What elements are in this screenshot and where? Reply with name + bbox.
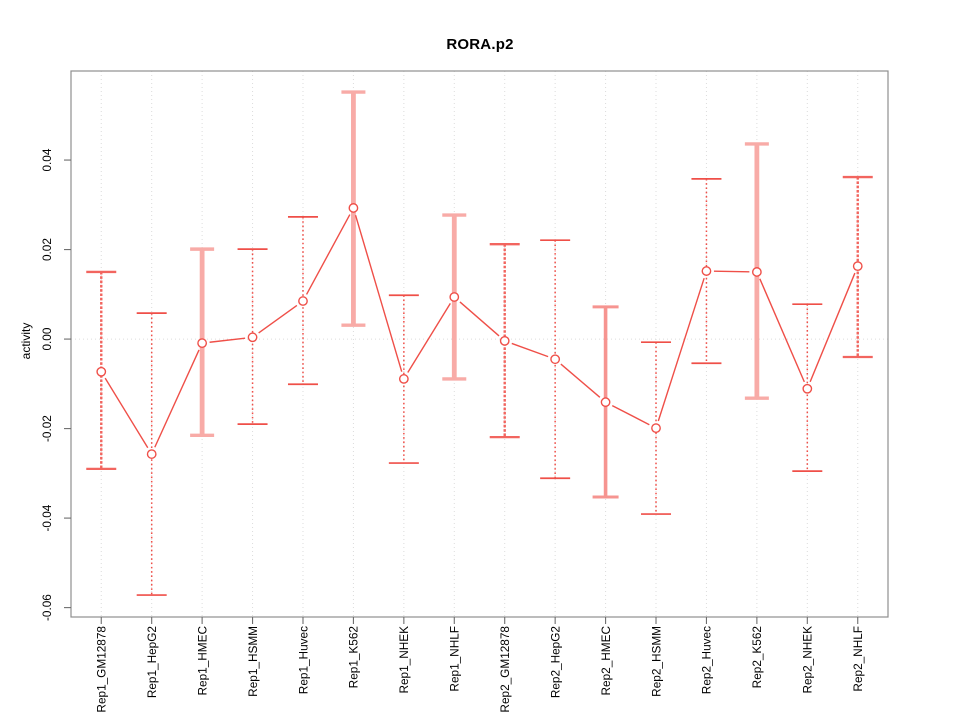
- x-tick-label-9: Rep2_HepG2: [548, 626, 562, 698]
- data-point-5: [348, 203, 359, 213]
- data-point-14: [802, 383, 813, 394]
- x-tick-label-14: Rep2_NHEK: [801, 626, 815, 694]
- x-tick-label-15: Rep2_NHLF: [851, 626, 865, 692]
- x-tick-label-5: Rep1_K562: [347, 626, 361, 688]
- y-tick-label-5: 0.04: [40, 148, 54, 171]
- series-segment-1: [154, 349, 200, 448]
- series-segment-7: [459, 301, 500, 337]
- x-tick-label-3: Rep1_HSMM: [246, 626, 260, 697]
- series-segment-6: [407, 303, 451, 373]
- series-segment-4: [305, 214, 351, 295]
- x-tick-label-13: Rep2_K562: [750, 626, 764, 688]
- data-point-8: [499, 335, 510, 346]
- series-segment-2: [209, 337, 246, 343]
- plot-box-border: [70, 70, 889, 618]
- x-tick-label-11: Rep2_HSMM: [649, 626, 663, 697]
- x-tick-label-8: Rep2_GM12878: [498, 626, 512, 713]
- data-point-6: [398, 374, 409, 384]
- data-point-3: [247, 332, 258, 343]
- data-point-9: [550, 354, 561, 365]
- series-segment-5: [354, 214, 403, 372]
- data-point-10: [600, 397, 611, 408]
- series-segment-0: [104, 377, 149, 449]
- data-point-11: [651, 423, 661, 434]
- y-tick-label-0: -0.06: [40, 594, 54, 621]
- x-tick-label-10: Rep2_HMEC: [599, 626, 613, 696]
- series-segment-13: [759, 278, 805, 383]
- series-segment-3: [258, 304, 298, 334]
- x-tick-label-12: Rep2_Huvec: [700, 626, 714, 694]
- x-tick-label-2: Rep1_HMEC: [195, 626, 209, 696]
- y-tick-label-1: -0.04: [40, 504, 54, 531]
- x-tick-label-7: Rep1_NHLF: [448, 626, 462, 692]
- data-point-1: [146, 449, 157, 459]
- series-segment-8: [511, 342, 549, 358]
- data-point-2: [197, 338, 208, 349]
- y-axis-label: activity: [19, 322, 33, 360]
- x-tick-label-4: Rep1_Huvec: [296, 626, 310, 694]
- y-tick-label-4: 0.02: [40, 238, 54, 261]
- x-tick-label-1: Rep1_HepG2: [145, 626, 159, 698]
- data-point-7: [449, 292, 460, 302]
- series-segment-11: [657, 277, 705, 422]
- series-segment-9: [560, 363, 601, 398]
- data-point-4: [298, 296, 308, 306]
- series-segment-12: [713, 270, 750, 273]
- series-segment-14: [809, 272, 856, 383]
- y-tick-label-3: 0.00: [40, 327, 54, 350]
- y-tick-label-2: -0.02: [40, 415, 54, 442]
- data-point-12: [701, 266, 712, 276]
- series-segment-10: [611, 404, 650, 426]
- data-point-15: [852, 261, 863, 272]
- chart-title: RORA.p2: [446, 36, 514, 53]
- data-point-13: [751, 267, 762, 277]
- x-tick-label-0: Rep1_GM12878: [95, 626, 109, 713]
- x-tick-label-6: Rep1_NHEK: [397, 626, 411, 694]
- data-point-0: [96, 366, 107, 377]
